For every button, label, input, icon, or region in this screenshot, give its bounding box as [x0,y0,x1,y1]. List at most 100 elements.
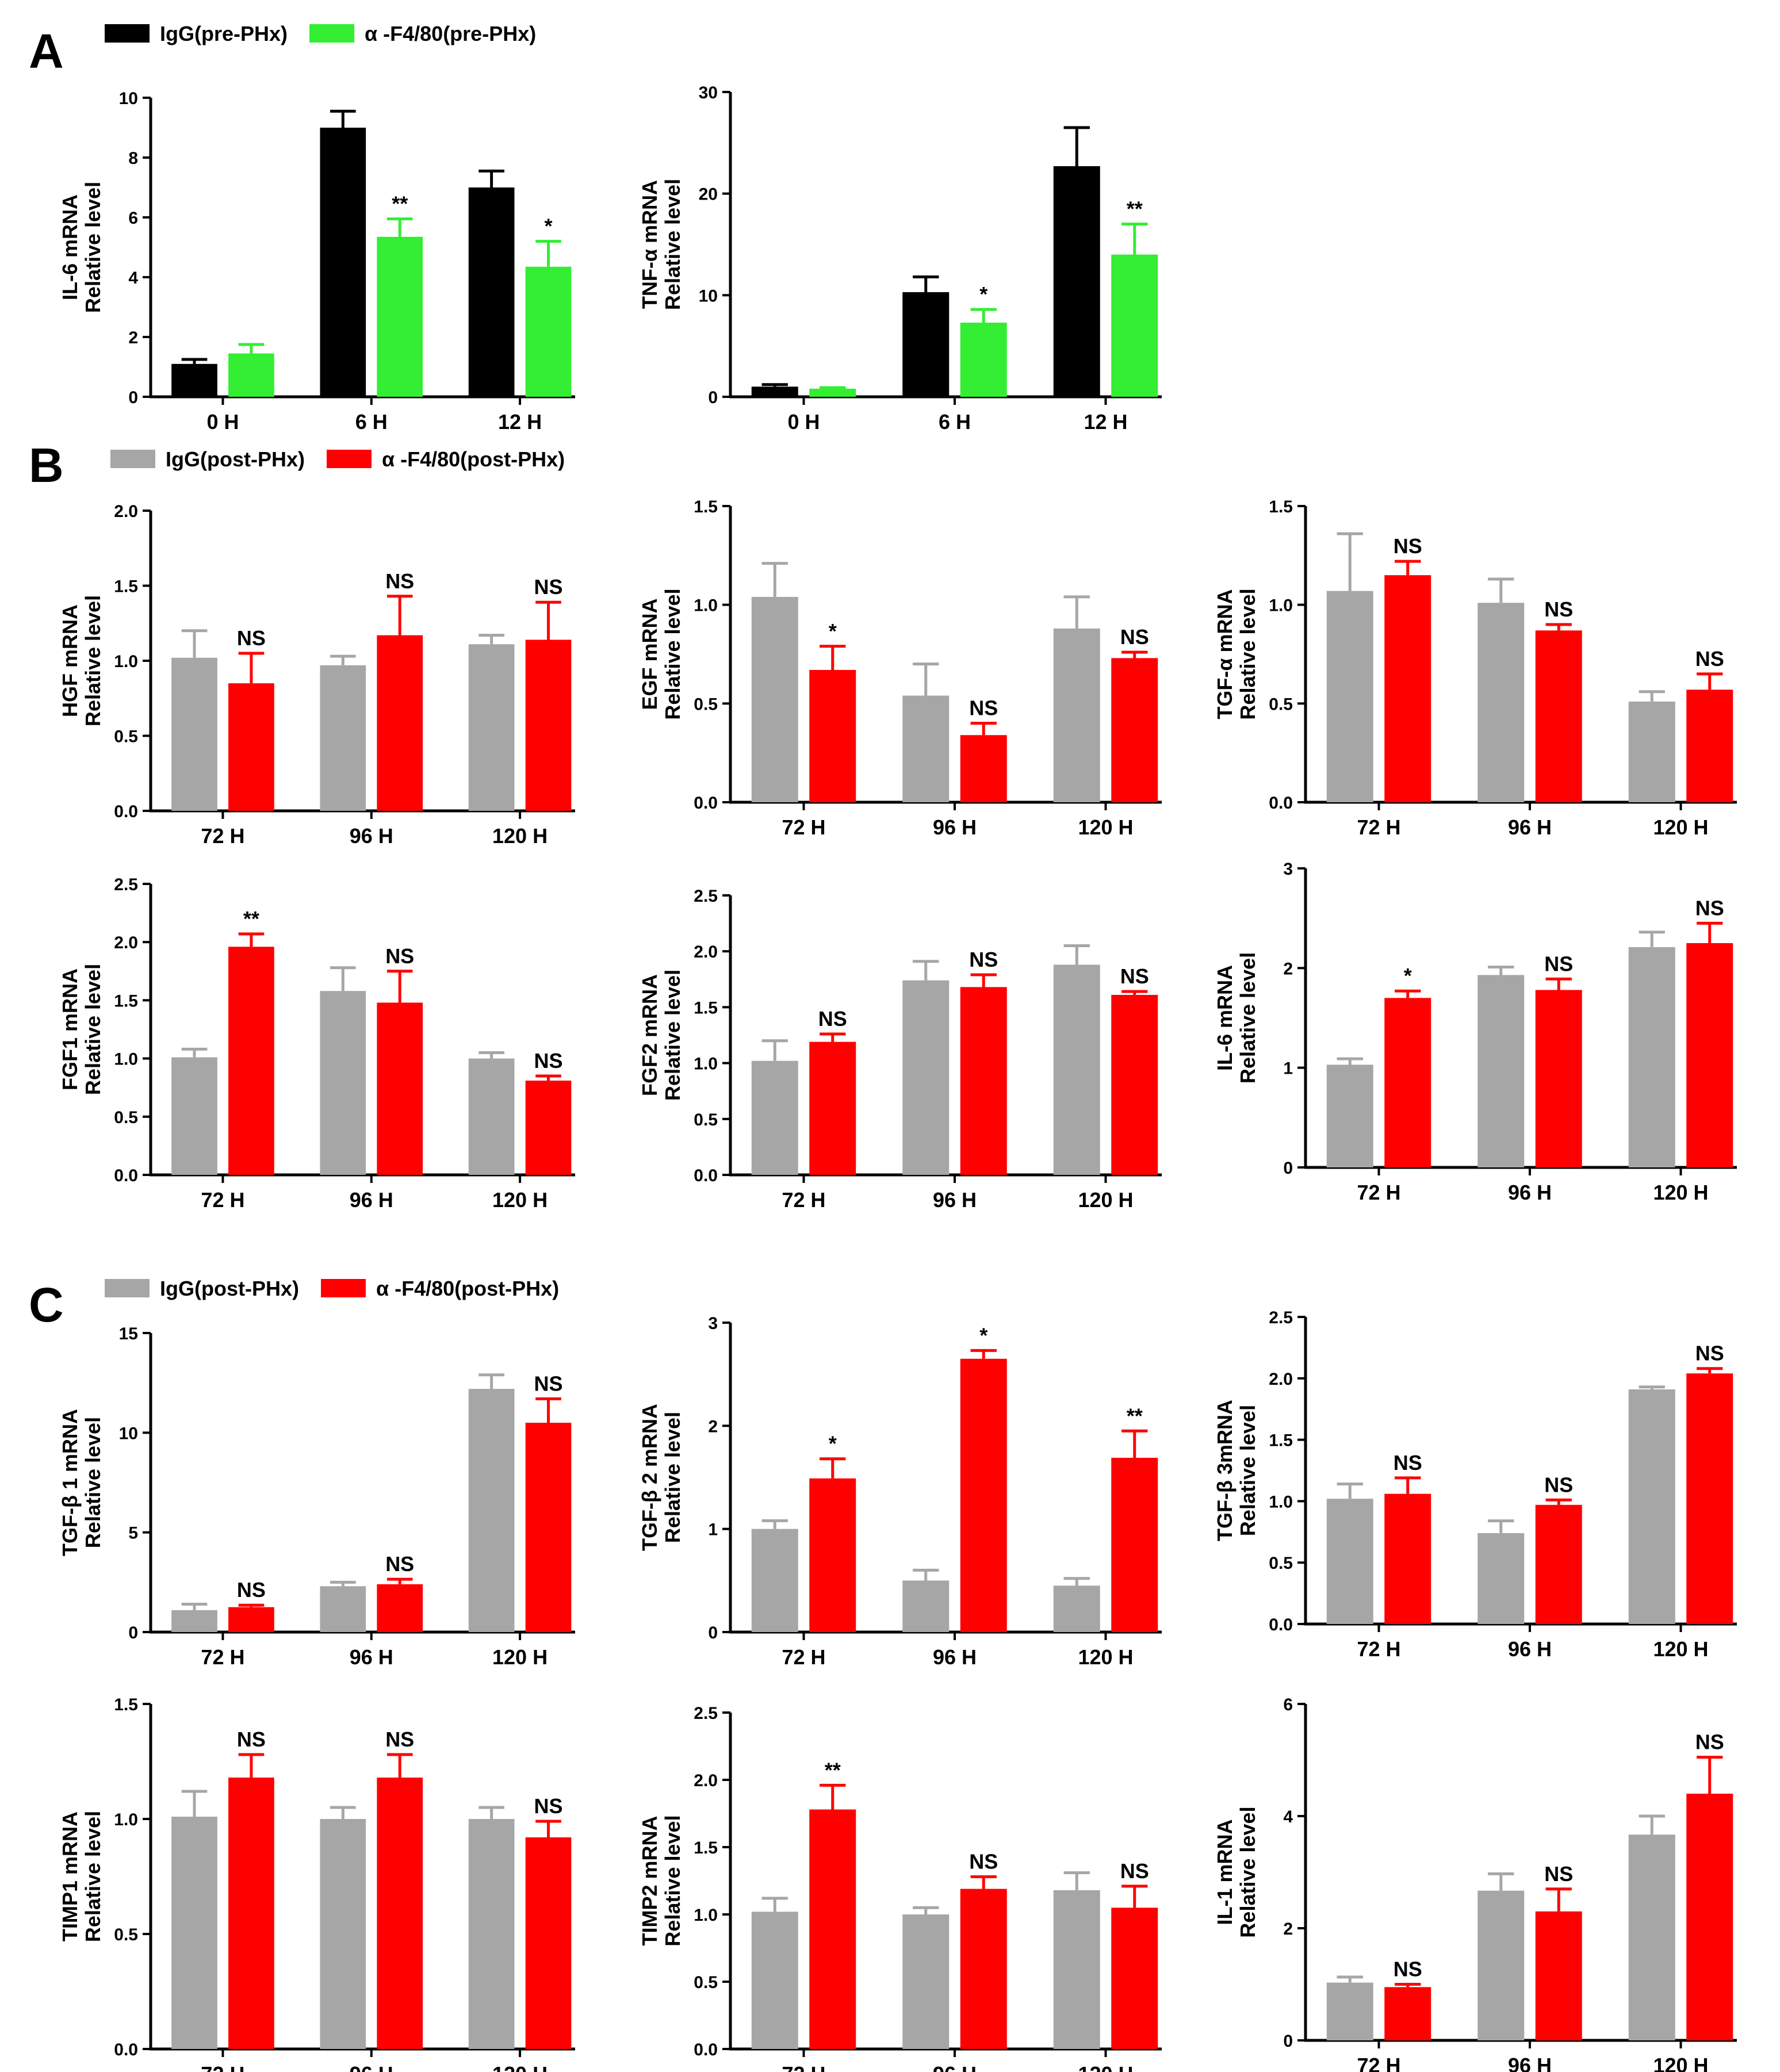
bar-control [1628,947,1675,1167]
significance-label: NS [818,1007,847,1031]
bar-treated [1686,1373,1733,1624]
y-tick-label: 1.0 [1269,1492,1293,1511]
significance-label: * [829,1432,837,1456]
significance-label: NS [1120,964,1149,988]
bar-treated [1111,995,1158,1175]
x-category-label: 72 H [201,1188,244,1212]
chart-1: 0 10 20 30 TNF-α mRNA Relative level 0 H 6 H * 12… [638,83,1162,434]
significance-label: NS [534,1794,562,1818]
bar-treated [1535,630,1582,802]
y-axis-label-line-1: Relative level [1236,588,1260,719]
bar-treated [960,735,1007,802]
bar-treated [1111,254,1158,397]
legend-swatch-A-1 [309,24,355,43]
y-tick-label: 2.0 [1269,1370,1293,1389]
significance-label: ** [1127,1404,1143,1427]
bar-treated [1686,690,1733,802]
bar-treated [525,266,572,397]
y-axis-label-line-1: Relative level [661,1412,684,1543]
significance-label: NS [1544,598,1573,621]
y-axis-label-line-0: FGF2 mRNA [638,974,661,1096]
y-tick-label: 0 [708,388,718,407]
legend-label-A-0: IgG(pre-PHx) [160,22,288,45]
legend-swatch-B-0 [110,450,155,468]
significance-label: * [829,619,837,643]
y-tick-label: 4 [1283,1807,1293,1826]
x-category-label: 6 H [939,410,971,434]
significance-label: NS [1695,896,1724,920]
y-axis-label-line-0: TGF-β 3mRNA [1213,1400,1237,1541]
significance-label: NS [534,1372,562,1395]
y-tick-label: 0.0 [114,802,138,821]
chart-13: 0 2 4 6 IL-1 mRNA Relative level 72 H NS 96 H NS 1… [1213,1695,1737,2072]
y-tick-label: 1.0 [114,1050,138,1069]
y-axis-label-line-0: IL-6 mRNA [58,194,82,300]
y-axis-label-line-1: Relative level [81,964,105,1095]
bar-treated [525,1423,572,1632]
legend-label-B-1: α -F4/80(post-PHx) [382,447,565,471]
significance-label: ** [392,192,408,216]
x-category-label: 12 H [498,410,542,434]
legend-swatch-A-0 [105,24,150,43]
y-axis-label-line-0: FGF1 mRNA [58,968,82,1090]
bar-treated [1384,575,1431,802]
bar-treated [377,236,423,397]
y-tick-label: 0.5 [114,727,138,746]
x-category-label: 96 H [933,815,977,839]
bar-control [1628,701,1675,802]
x-category-label: 120 H [492,2062,548,2072]
significance-label: NS [1695,1342,1724,1365]
chart-9: 0 1 2 3 TGF-β 2 mRNA Relative level 72 H * 96 H *… [638,1314,1162,1669]
y-axis-label-line-1: Relative level [81,595,105,726]
chart-0: 0 2 4 6 8 10 IL-6 mRNA Relative level 0 H 6 H ** 12… [58,89,575,434]
x-category-label: 120 H [1078,815,1133,839]
y-tick-label: 0.0 [1269,794,1293,813]
y-tick-label: 1.5 [1269,1431,1293,1450]
y-tick-label: 1 [708,1521,718,1539]
bar-control [320,991,366,1175]
significance-label: NS [534,575,562,599]
chart-10: 0.0 0.5 1.0 1.5 2.0 2.5 TGF-β 3mRNA Relative le… [1213,1308,1737,1661]
x-category-label: 72 H [201,824,244,848]
bar-treated [228,947,274,1175]
significance-label: NS [969,696,998,720]
significance-label: NS [1695,1730,1724,1754]
y-tick-label: 0.5 [694,1973,718,1992]
bar-control [171,1610,217,1632]
y-tick-label: 0 [128,388,138,407]
bar-control [902,1580,950,1632]
bar-control [320,1819,366,2049]
significance-label: NS [969,948,998,971]
y-tick-label: 1.0 [694,1906,718,1925]
y-axis-label-line-1: Relative level [81,182,105,313]
y-axis-label-line-0: HGF mRNA [58,604,82,717]
bar-treated [1384,998,1431,1167]
significance-label: * [1404,964,1412,987]
y-tick-label: 0.0 [694,794,718,813]
significance-label: NS [385,569,414,593]
bar-control [902,1914,950,2049]
x-category-label: 72 H [782,815,825,839]
bar-treated [1535,990,1582,1167]
significance-label: NS [1695,647,1724,671]
bar-treated [228,1607,274,1632]
y-tick-label: 1.0 [114,1810,138,1829]
bar-control [320,1586,366,1632]
bar-treated [525,1081,572,1175]
significance-label: NS [1120,625,1149,649]
y-axis-label-line-0: TGF-α mRNA [1213,589,1237,719]
bar-treated [809,1478,856,1632]
bar-control [468,1058,515,1175]
chart-4: 0.0 0.5 1.0 1.5 TGF-α mRNA Relative level 72 H… [1213,497,1737,839]
x-category-label: 120 H [1653,1637,1708,1661]
y-tick-label: 2.0 [694,1771,718,1790]
bar-treated [1535,1911,1582,2040]
y-tick-label: 8 [128,149,138,168]
significance-label: * [544,215,552,238]
y-tick-label: 1.0 [114,652,138,671]
bar-treated [1111,1908,1158,2049]
significance-label: NS [1394,1451,1422,1474]
x-category-label: 120 H [1653,1181,1708,1204]
significance-label: * [979,282,987,306]
bar-treated [809,388,856,397]
